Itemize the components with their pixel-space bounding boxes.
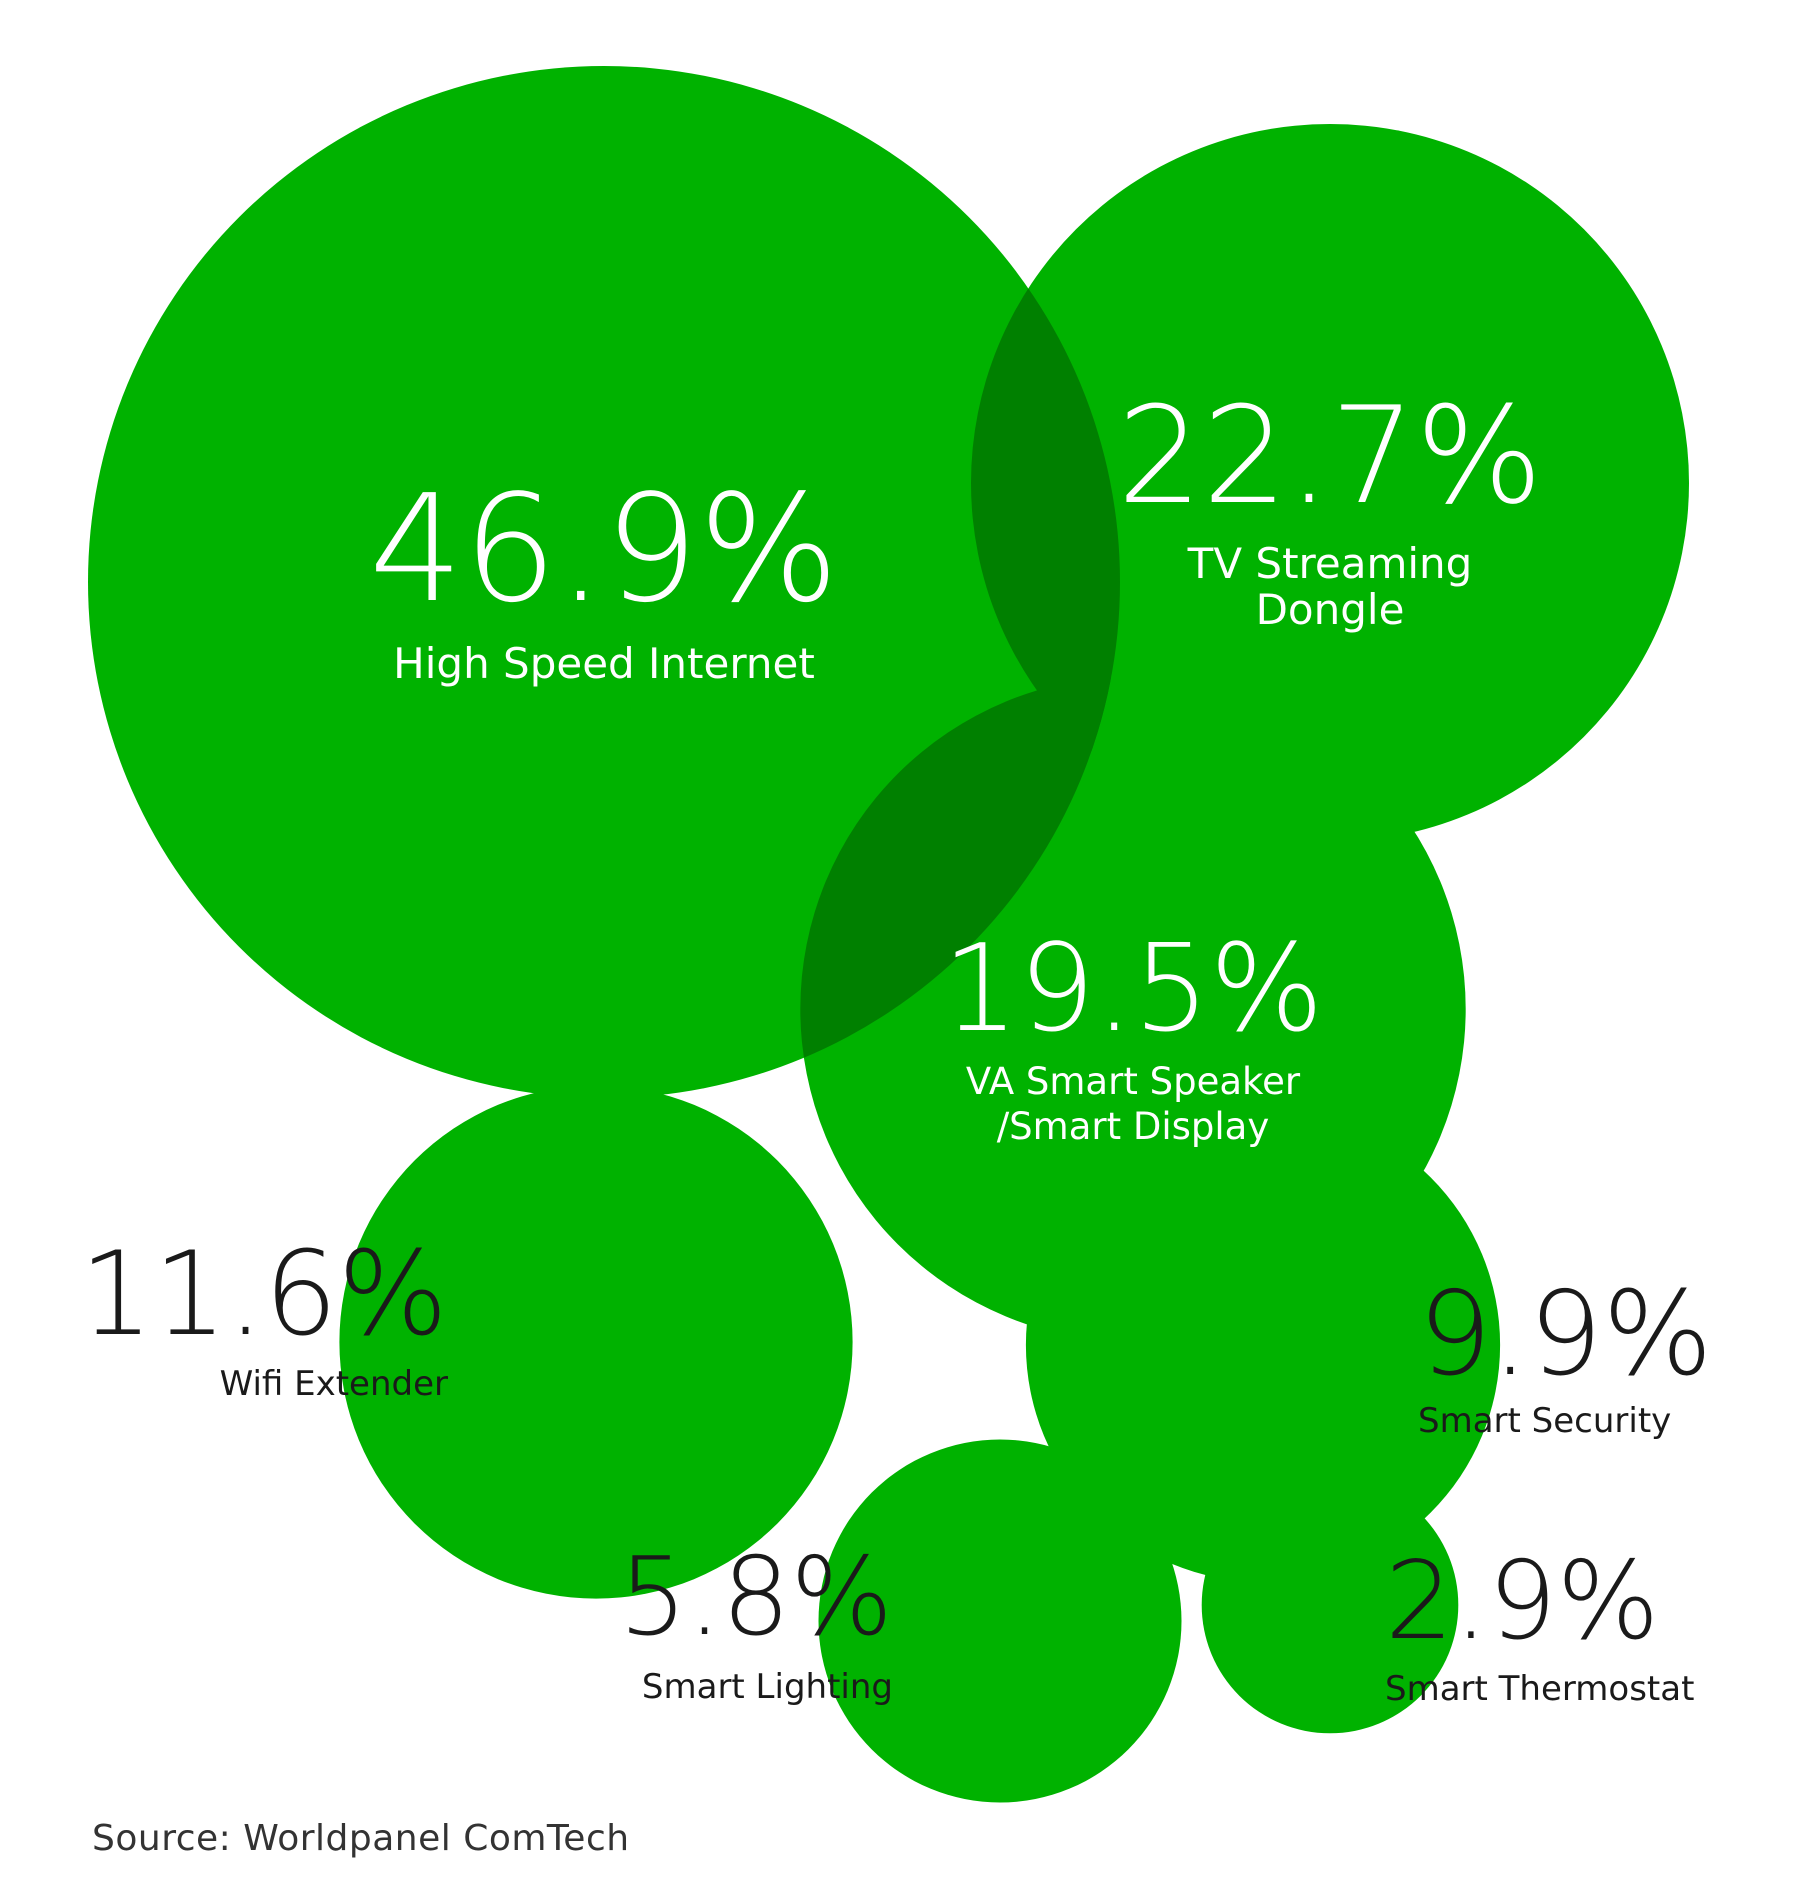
value-label-high-speed-internet: 46.9%: [369, 463, 839, 635]
value-label-va-smart-speaker-smart-display: 19.5%: [942, 920, 1323, 1059]
bubble-smart-thermostat: [1201, 1476, 1459, 1734]
value-label-smart-lighting: 5.8%: [619, 1535, 893, 1660]
category-label-va-smart-speaker-smart-display-line-2: /Smart Display: [997, 1105, 1270, 1148]
category-label-smart-lighting: Smart Lighting: [642, 1667, 893, 1707]
value-label-tv-streaming-dongle: 22.7%: [1117, 378, 1543, 534]
value-label-smart-thermostat: 2.9%: [1385, 1539, 1659, 1664]
value-label-wifi-extender: 11.6%: [79, 1227, 448, 1362]
bubble-wifi-extender: [339, 1085, 853, 1599]
category-label-tv-streaming-dongle-line-2: Dongle: [1256, 585, 1405, 634]
category-label-tv-streaming-dongle-line-1: TV Streaming: [1187, 539, 1473, 588]
category-label-smart-security: Smart Security: [1418, 1401, 1671, 1441]
bubble-tv-streaming-dongle: [971, 124, 1689, 842]
category-label-wifi-extender: Wifi Extender: [220, 1364, 448, 1404]
value-label-smart-security: 9.9%: [1418, 1267, 1713, 1402]
bubble-smart-security: [1025, 1107, 1501, 1583]
source-note: Source: Worldpanel ComTech: [92, 1818, 630, 1859]
category-label-smart-thermostat: Smart Thermostat: [1385, 1669, 1694, 1709]
bubble-smart-lighting: [818, 1439, 1182, 1803]
category-label-high-speed-internet: High Speed Internet: [393, 639, 815, 688]
overlap-va-smart-speaker-smart-display: [800, 676, 1120, 1098]
category-label-va-smart-speaker-smart-display-line-1: VA Smart Speaker: [966, 1060, 1301, 1103]
